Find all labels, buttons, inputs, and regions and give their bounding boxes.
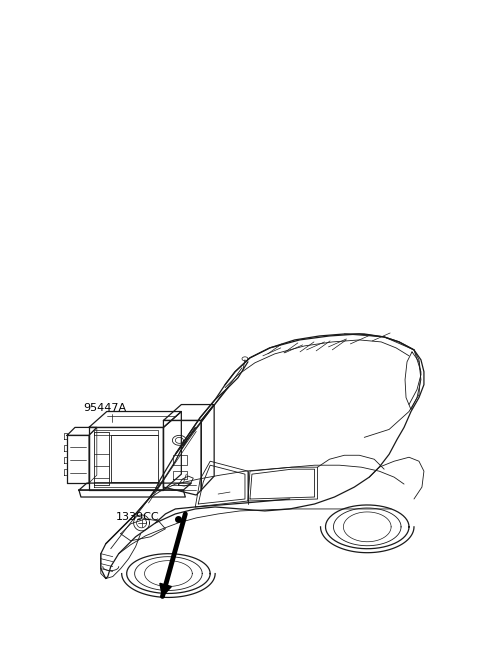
Text: 1339CC: 1339CC (116, 512, 159, 522)
Polygon shape (160, 583, 171, 596)
Text: 95447A: 95447A (83, 403, 126, 413)
